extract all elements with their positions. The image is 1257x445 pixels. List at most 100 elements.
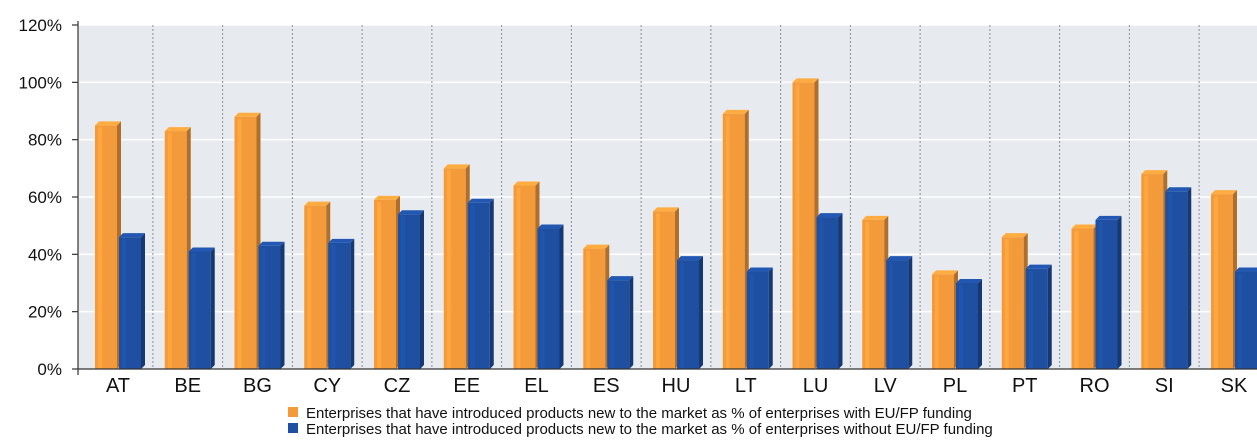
bar-side [768, 267, 773, 369]
bar-sk-series-1 [1211, 190, 1237, 369]
bar-highlight [1144, 176, 1149, 369]
bar-si-series-2 [1165, 187, 1192, 369]
bar-highlight [586, 250, 591, 369]
bar-side [280, 241, 285, 369]
y-tick-label: 40% [28, 245, 62, 264]
bar-top [886, 256, 913, 261]
bar-si-series-1 [1141, 170, 1168, 369]
bar-hu-series-1 [653, 207, 679, 369]
bar-highlight [167, 133, 172, 369]
y-tick-label: 80% [28, 131, 62, 150]
bar-highlight [725, 115, 730, 369]
bar-el-series-1 [513, 181, 540, 369]
bar-highlight [261, 247, 266, 369]
bar-top [653, 207, 679, 212]
bar-top [746, 267, 773, 272]
x-tick-label-bg: BG [243, 375, 272, 397]
bar-highlight [935, 276, 939, 369]
bar-highlight [680, 262, 684, 369]
bar-top [258, 241, 285, 246]
x-tick-label-hu: HU [662, 375, 691, 397]
bar-highlight [1028, 270, 1033, 369]
bar-top [1095, 215, 1122, 220]
bar-top [1071, 224, 1098, 229]
bar-at-series-1 [95, 121, 121, 369]
bar-side [350, 238, 355, 369]
bar-at-series-2 [119, 233, 145, 369]
bar-top [1165, 187, 1192, 192]
bar-top [95, 121, 121, 126]
bar-side [908, 256, 913, 369]
y-tick-label: 60% [28, 188, 62, 207]
bar-lt-series-2 [746, 267, 773, 369]
bar-top [1141, 170, 1168, 175]
vertical-gridlines [152, 25, 1200, 369]
bar-highlight [610, 282, 615, 369]
x-tick-label-lu: LU [803, 375, 829, 397]
y-tick-label: 100% [19, 73, 62, 92]
bar-top [862, 215, 889, 220]
bar-ee-series-1 [443, 164, 470, 369]
bar-highlight [540, 230, 545, 369]
bar-cy-series-2 [328, 238, 355, 369]
bar-highlight [1098, 221, 1103, 369]
legend-swatch-series-2 [288, 423, 298, 433]
bar-highlight [1074, 230, 1079, 369]
bar-ro-series-1 [1071, 224, 1098, 369]
bar-highlight [401, 216, 405, 369]
bar-highlight [1238, 273, 1242, 369]
bars-group [95, 78, 1257, 369]
bar-side [1117, 215, 1122, 369]
bar-bg-series-1 [234, 112, 261, 369]
x-tick-labels: AT BE BG CY CZ EE EL ES HU LT LU LV PL PT RO SI SK [106, 375, 1248, 397]
bar-el-series-2 [537, 224, 564, 369]
bar-top [443, 164, 470, 169]
bar-highlight [307, 207, 312, 369]
x-tick-label-sk: SK [1221, 375, 1248, 397]
bar-be-series-1 [164, 127, 191, 369]
bar-lu-series-1 [792, 78, 819, 369]
bar-highlight [516, 187, 521, 369]
bar-side [420, 210, 424, 369]
bar-pt-series-2 [1025, 264, 1052, 369]
bar-es-series-2 [607, 276, 634, 369]
bar-side [1047, 264, 1052, 369]
bar-highlight [331, 244, 336, 369]
axes-group [72, 21, 1257, 375]
x-tick-label-si: SI [1155, 375, 1174, 397]
bar-highlight [191, 253, 196, 369]
bar-top [398, 210, 424, 215]
bar-highlight [1004, 239, 1009, 369]
bar-top [607, 276, 634, 281]
x-tick-label-ee: EE [453, 375, 480, 397]
bar-top [1235, 267, 1257, 272]
y-tick-label: 120% [19, 16, 62, 35]
bar-ro-series-2 [1095, 215, 1122, 369]
bar-highlight [377, 201, 381, 369]
y-tick-labels: 0% 20% 40% 60% 80% 100% 120% [19, 16, 62, 379]
bar-lv-series-1 [862, 215, 889, 369]
bar-side [629, 276, 634, 369]
legend: Enterprises that have introduced product… [288, 405, 993, 438]
bar-highlight [1168, 193, 1173, 369]
bar-cz-series-2 [398, 210, 424, 369]
bar-top [513, 181, 540, 186]
bar-pl-series-2 [956, 279, 982, 369]
bar-top [164, 127, 191, 132]
bar-side [559, 224, 564, 369]
bar-highlight [889, 262, 894, 369]
x-tick-label-cy: CY [313, 375, 341, 397]
bar-lt-series-1 [722, 109, 749, 369]
legend-swatch-series-1 [288, 407, 298, 417]
bar-top [677, 256, 703, 261]
bar-cz-series-1 [374, 195, 400, 369]
bar-highlight [795, 84, 800, 369]
bar-side [1187, 187, 1192, 369]
x-tick-label-ro: RO [1080, 375, 1110, 397]
bar-top [1211, 190, 1237, 195]
bar-top [304, 201, 331, 206]
bar-top [816, 213, 843, 218]
bar-highlight [98, 127, 102, 369]
bar-top [537, 224, 564, 229]
